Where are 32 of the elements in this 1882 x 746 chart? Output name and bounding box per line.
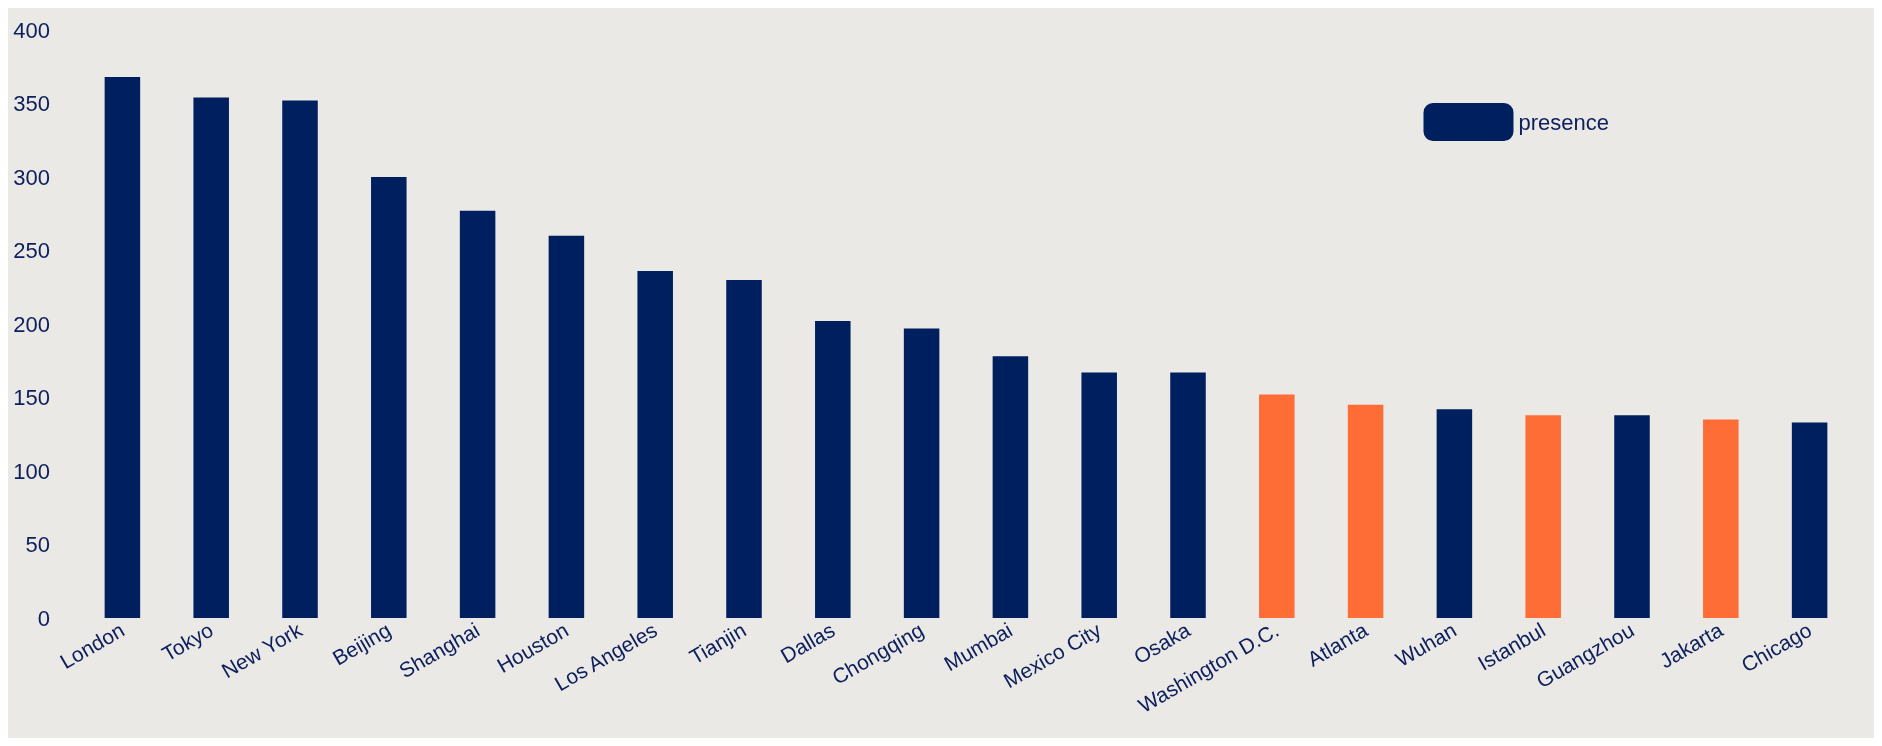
y-tick-label: 250 [13, 238, 50, 263]
bar [282, 100, 318, 618]
bar [992, 356, 1029, 618]
legend-label: presence [1518, 109, 1610, 135]
bar [1436, 409, 1473, 618]
y-tick-label: 100 [13, 458, 50, 484]
y-tick-label: 150 [13, 385, 50, 410]
x-tick-label: New York [217, 617, 307, 683]
bar [1703, 419, 1739, 618]
bar [1170, 372, 1206, 618]
bar [726, 279, 762, 618]
y-tick-label: 200 [13, 311, 50, 337]
bar [1791, 422, 1828, 618]
y-tick-label: 400 [13, 17, 50, 43]
bar [459, 210, 496, 618]
y-tick-label: 50 [25, 532, 50, 557]
y-tick-label: 350 [13, 91, 50, 116]
bar [1347, 404, 1384, 618]
y-tick-label: 300 [13, 164, 50, 190]
bar [104, 77, 141, 618]
bar [903, 328, 940, 618]
x-tick-label: Tokyo [157, 618, 217, 666]
bar [1525, 415, 1561, 618]
bar [371, 177, 407, 618]
bar [1081, 372, 1117, 618]
bar [193, 97, 229, 618]
bar [548, 235, 585, 618]
y-tick-label: 0 [37, 605, 50, 631]
bar [1614, 415, 1650, 618]
bar [637, 271, 673, 618]
bar [1259, 394, 1295, 618]
bar [815, 321, 851, 618]
